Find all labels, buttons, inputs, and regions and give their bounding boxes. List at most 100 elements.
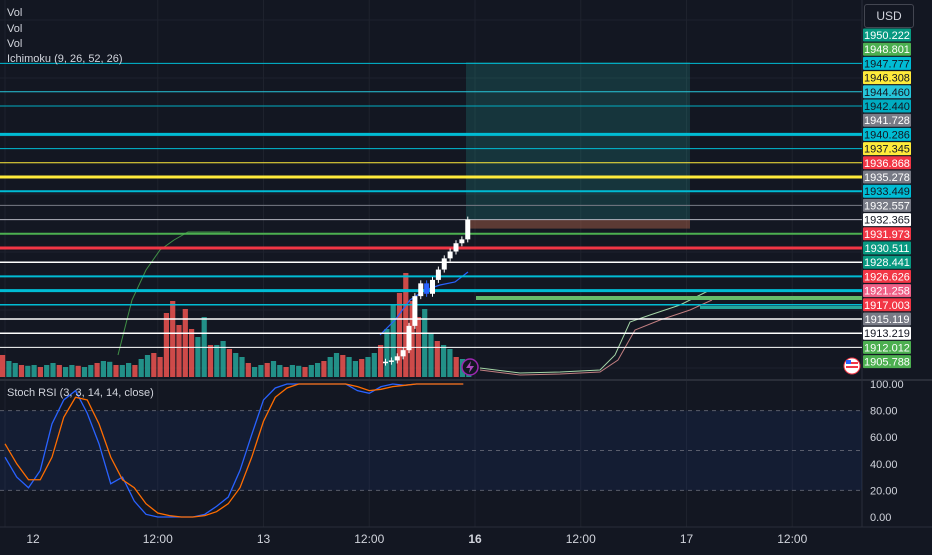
- volume-bar: [277, 365, 283, 377]
- price-label-text: 1937.345: [864, 144, 910, 156]
- price-label-text: 1936.868: [864, 158, 910, 170]
- candle-body[interactable]: [435, 269, 441, 280]
- chart-markers[interactable]: [461, 357, 861, 376]
- price-label-tag[interactable]: [863, 269, 911, 283]
- price-label-tag[interactable]: [863, 198, 911, 212]
- price-label-text: 1932.365: [864, 215, 910, 227]
- currency-button[interactable]: USD: [864, 4, 914, 28]
- time-axis-label[interactable]: 16: [468, 532, 482, 546]
- volume-bar: [31, 365, 37, 377]
- volume-bar: [220, 341, 226, 377]
- indicator-label-vol-1[interactable]: Vol: [7, 7, 23, 19]
- price-label-tag[interactable]: [863, 56, 911, 70]
- candle-body[interactable]: [465, 219, 471, 240]
- price-label-tag[interactable]: [863, 113, 911, 127]
- candle-body[interactable]: [394, 356, 400, 361]
- indicator-label-vol-2[interactable]: Vol: [7, 23, 23, 35]
- volume-bar: [340, 355, 346, 377]
- price-label-tag[interactable]: [863, 184, 911, 198]
- price-label-tag[interactable]: [863, 28, 911, 42]
- volume-bar: [44, 365, 50, 377]
- price-label-tag[interactable]: [863, 241, 911, 255]
- time-axis-label[interactable]: 12:00: [354, 532, 384, 546]
- price-label-tag[interactable]: [863, 284, 911, 298]
- candle-body[interactable]: [447, 251, 453, 259]
- price-label-tag[interactable]: [863, 42, 911, 56]
- price-label-tag[interactable]: [863, 85, 911, 99]
- candle-body[interactable]: [430, 279, 435, 294]
- horizontal-levels[interactable]: [0, 62, 862, 348]
- volume-bar: [195, 337, 201, 377]
- indicator-label-ichimoku[interactable]: Ichimoku (9, 26, 52, 26): [7, 53, 123, 65]
- price-label-tag[interactable]: [863, 156, 911, 170]
- price-label-tag[interactable]: [863, 170, 911, 184]
- time-axis-label[interactable]: 12: [26, 532, 40, 546]
- volume-bar: [403, 273, 409, 377]
- stop-zone[interactable]: [466, 219, 690, 229]
- volume-bar: [447, 349, 453, 377]
- candle-body[interactable]: [418, 283, 424, 297]
- time-axis[interactable]: 12 12:00 13 12:00 16 12:00 17 12:00: [26, 532, 807, 546]
- candle-body[interactable]: [424, 283, 430, 294]
- time-axis-label[interactable]: 13: [257, 532, 271, 546]
- price-label-tag[interactable]: [863, 326, 911, 340]
- volume-bar: [453, 357, 459, 377]
- price-label-text: 1947.777: [864, 58, 910, 70]
- volume-bar: [50, 363, 56, 377]
- time-axis-label[interactable]: 12:00: [777, 532, 807, 546]
- indicator-label-vol-3[interactable]: Vol: [7, 38, 23, 50]
- volume-bar: [81, 367, 88, 377]
- price-label-tag[interactable]: [863, 213, 911, 227]
- price-label-tag[interactable]: [863, 227, 911, 241]
- candle-body[interactable]: [441, 258, 447, 270]
- volume-bar: [409, 301, 415, 377]
- stoch-k-line[interactable]: [4, 383, 464, 518]
- price-label-text: 1950.222: [864, 30, 910, 42]
- price-label-tag[interactable]: [863, 340, 911, 354]
- candle-body[interactable]: [459, 239, 465, 244]
- price-label-text: 1928.441: [864, 257, 910, 269]
- candle-body[interactable]: [412, 296, 418, 326]
- price-label-tag[interactable]: [863, 298, 911, 312]
- price-label-tag[interactable]: [863, 355, 911, 369]
- stoch-rsi-title[interactable]: Stoch RSI (3, 3, 14, 14, close): [7, 387, 154, 399]
- price-label-text: 1942.440: [864, 101, 910, 113]
- candle-body[interactable]: [388, 360, 394, 362]
- candle-body[interactable]: [453, 243, 459, 252]
- stoch-d-line[interactable]: [4, 383, 464, 518]
- price-label-tag[interactable]: [863, 71, 911, 85]
- price-label-tag[interactable]: [863, 255, 911, 269]
- price-label-text: 1941.728: [864, 115, 910, 127]
- volume-bar: [176, 325, 182, 377]
- price-label-text: 1913.219: [864, 328, 910, 340]
- flag-stripe: [846, 366, 858, 368]
- candle-body[interactable]: [406, 325, 412, 351]
- volume-bar: [207, 345, 214, 377]
- volume-bar: [113, 365, 119, 377]
- profit-zone[interactable]: [466, 62, 690, 220]
- price-axis[interactable]: 1950.222 1948.801 1947.777 1946.308 1944.460…: [863, 28, 911, 525]
- volume-bar: [352, 361, 358, 377]
- volume-bar: [37, 367, 43, 377]
- candlesticks[interactable]: [383, 216, 471, 366]
- volume-bar: [214, 345, 220, 377]
- volume-bar: [365, 357, 371, 377]
- price-label-tag[interactable]: [863, 142, 911, 156]
- stoch-axis-label: 40.00: [870, 459, 898, 471]
- time-axis-label[interactable]: 12:00: [566, 532, 596, 546]
- candle-body[interactable]: [383, 361, 388, 364]
- stoch-rsi-pane[interactable]: [0, 383, 862, 518]
- price-label-tag[interactable]: [863, 127, 911, 141]
- candle-body[interactable]: [400, 350, 406, 357]
- price-label-tag[interactable]: [863, 312, 911, 326]
- price-label-tag[interactable]: [863, 99, 911, 113]
- kijun-band-2: [700, 306, 862, 309]
- time-axis-label[interactable]: 12:00: [143, 532, 173, 546]
- time-axis-label[interactable]: 17: [680, 532, 694, 546]
- volume-bar: [69, 365, 75, 377]
- flag-canton: [846, 360, 851, 364]
- volume-bar: [63, 367, 69, 377]
- position-zones[interactable]: [466, 62, 690, 229]
- volume-bar: [296, 365, 302, 377]
